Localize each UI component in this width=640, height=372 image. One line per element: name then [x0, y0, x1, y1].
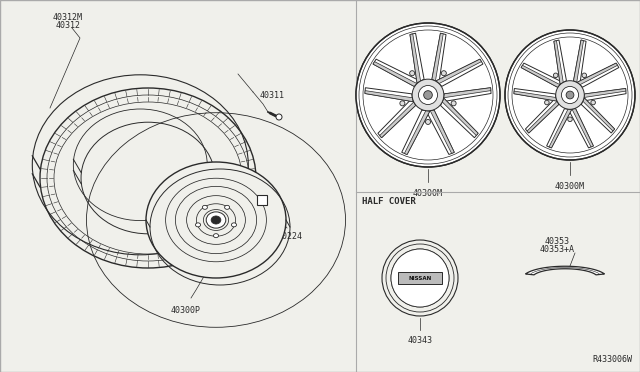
Circle shape — [419, 86, 438, 105]
Text: 40300P: 40300P — [171, 306, 201, 315]
Circle shape — [410, 71, 415, 76]
FancyBboxPatch shape — [398, 272, 442, 284]
Polygon shape — [440, 98, 478, 138]
Circle shape — [545, 100, 549, 105]
Polygon shape — [432, 33, 444, 81]
Circle shape — [412, 79, 444, 111]
Polygon shape — [402, 110, 429, 154]
Polygon shape — [521, 65, 560, 87]
Ellipse shape — [232, 223, 236, 227]
Polygon shape — [525, 98, 559, 133]
Circle shape — [505, 30, 635, 160]
Polygon shape — [525, 266, 604, 275]
Polygon shape — [373, 59, 420, 86]
Polygon shape — [365, 88, 413, 102]
Circle shape — [356, 23, 500, 167]
Polygon shape — [426, 110, 454, 154]
Circle shape — [568, 117, 572, 122]
Polygon shape — [527, 101, 559, 133]
Text: 40353: 40353 — [545, 237, 570, 246]
Text: HALF COVER: HALF COVER — [362, 197, 416, 206]
Polygon shape — [380, 102, 415, 138]
Polygon shape — [554, 41, 563, 84]
Polygon shape — [432, 33, 446, 83]
Polygon shape — [514, 91, 557, 101]
Polygon shape — [554, 40, 566, 84]
Ellipse shape — [146, 162, 286, 278]
Polygon shape — [444, 88, 491, 98]
Polygon shape — [436, 59, 483, 86]
Text: 40312: 40312 — [56, 21, 81, 30]
Circle shape — [561, 86, 579, 103]
Ellipse shape — [214, 234, 218, 238]
Text: 40300M: 40300M — [413, 189, 443, 198]
Polygon shape — [373, 62, 417, 86]
Circle shape — [426, 119, 431, 125]
Text: 40300M: 40300M — [555, 182, 585, 191]
Polygon shape — [568, 109, 593, 148]
Ellipse shape — [202, 205, 207, 209]
Polygon shape — [581, 98, 614, 133]
Polygon shape — [573, 40, 586, 84]
Text: NISSAN: NISSAN — [408, 276, 431, 280]
Circle shape — [400, 101, 405, 106]
Polygon shape — [410, 34, 420, 83]
Circle shape — [556, 81, 584, 109]
Polygon shape — [365, 91, 413, 102]
Polygon shape — [436, 59, 481, 84]
Circle shape — [451, 101, 456, 106]
Polygon shape — [572, 109, 593, 147]
FancyBboxPatch shape — [257, 195, 267, 205]
Polygon shape — [549, 109, 572, 148]
Polygon shape — [584, 89, 626, 97]
Ellipse shape — [211, 216, 221, 224]
Circle shape — [591, 100, 595, 105]
Polygon shape — [547, 109, 572, 148]
Polygon shape — [442, 98, 478, 135]
Circle shape — [582, 73, 587, 78]
Polygon shape — [514, 89, 557, 101]
Text: 40353+A: 40353+A — [540, 245, 575, 254]
Text: 40311: 40311 — [260, 90, 285, 99]
Circle shape — [391, 249, 449, 307]
Text: 40224: 40224 — [278, 232, 303, 241]
Circle shape — [566, 91, 574, 99]
Ellipse shape — [206, 212, 226, 228]
Polygon shape — [410, 33, 424, 83]
Polygon shape — [584, 89, 626, 101]
Polygon shape — [430, 110, 454, 153]
Polygon shape — [577, 63, 619, 87]
Polygon shape — [404, 111, 429, 154]
Polygon shape — [443, 88, 491, 102]
Polygon shape — [521, 63, 563, 87]
Polygon shape — [583, 98, 614, 131]
Text: R433006W: R433006W — [592, 355, 632, 364]
Polygon shape — [577, 63, 618, 85]
Circle shape — [554, 73, 558, 78]
Ellipse shape — [196, 223, 200, 227]
Circle shape — [442, 71, 446, 76]
Circle shape — [424, 91, 433, 99]
Ellipse shape — [225, 205, 230, 209]
Text: 40343: 40343 — [408, 336, 433, 345]
Circle shape — [276, 114, 282, 120]
Polygon shape — [573, 40, 584, 82]
Polygon shape — [378, 98, 415, 138]
Text: 40312M: 40312M — [53, 13, 83, 22]
